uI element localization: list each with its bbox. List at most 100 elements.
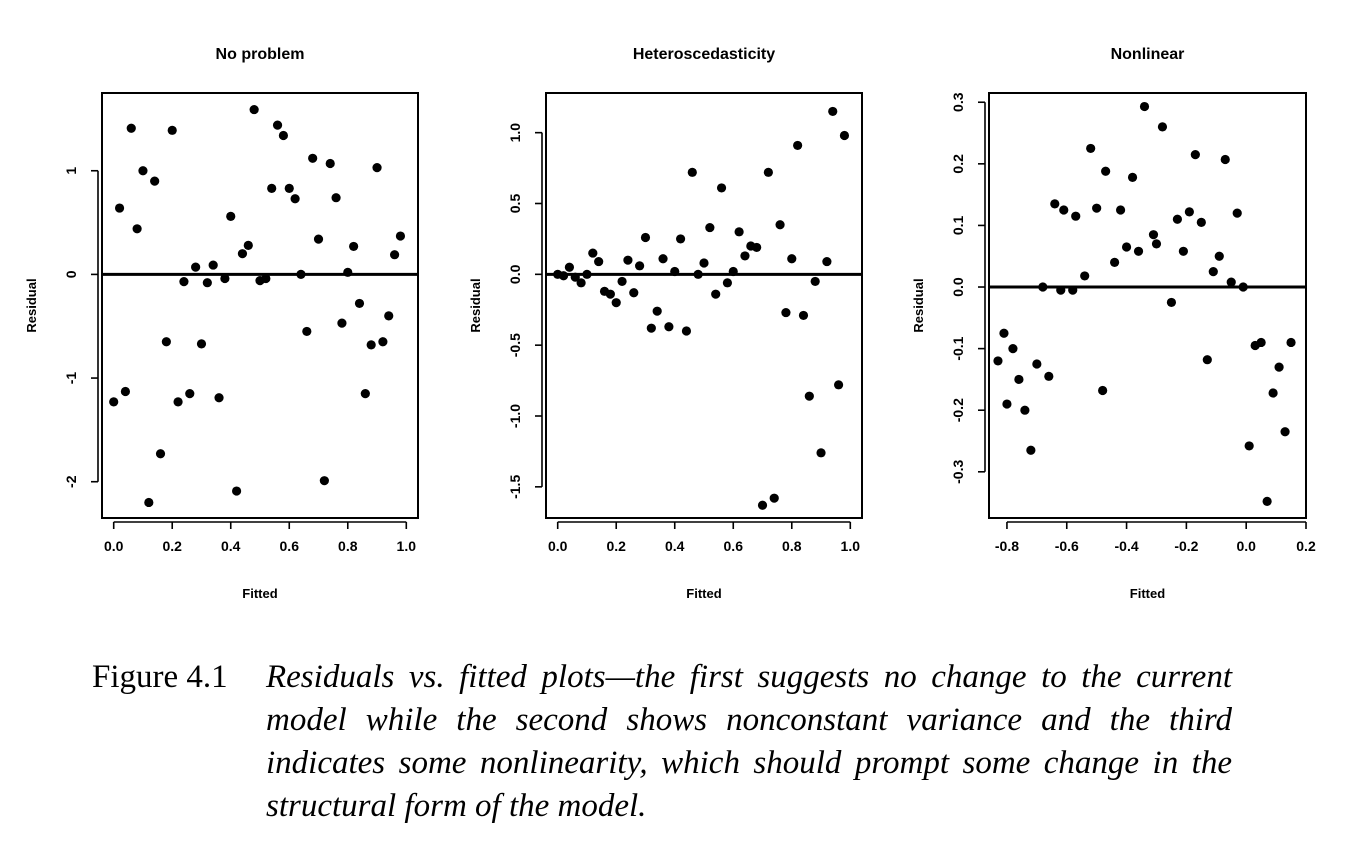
x-tick-label: -0.8: [995, 538, 1019, 554]
data-point: [1268, 388, 1278, 398]
x-tick-label: 0.4: [665, 538, 685, 554]
data-point: [558, 271, 569, 281]
data-point: [705, 222, 715, 233]
data-point: [313, 234, 324, 244]
data-point: [343, 267, 353, 277]
data-point: [752, 242, 762, 253]
data-point: [1002, 399, 1012, 409]
data-point: [360, 389, 370, 399]
data-point: [1068, 285, 1078, 295]
data-point: [1020, 405, 1030, 415]
data-point: [999, 328, 1009, 338]
data-point: [787, 254, 797, 264]
y-tick-label: 0.1: [950, 215, 966, 235]
data-point: [337, 318, 347, 328]
data-point: [757, 500, 768, 510]
x-axis-label: Fitted: [686, 586, 721, 601]
data-point: [1214, 251, 1224, 261]
data-point: [249, 104, 259, 115]
data-point: [1157, 122, 1168, 132]
data-point: [150, 176, 160, 186]
y-tick-label: 0.0: [507, 264, 523, 284]
x-tick-label: 0.0: [104, 538, 124, 554]
y-tick-label: -1: [63, 372, 79, 385]
data-point: [810, 276, 820, 287]
data-point: [196, 339, 207, 349]
data-point: [384, 311, 394, 321]
data-point: [278, 130, 289, 141]
y-tick-label: -0.1: [950, 336, 966, 360]
data-point: [243, 240, 253, 250]
data-point: [1220, 154, 1230, 165]
data-point: [308, 153, 318, 163]
data-point: [722, 278, 733, 288]
data-point: [126, 123, 136, 133]
x-tick-label: 1.0: [841, 538, 861, 554]
panel-no-problem: No problem 0.0 0.2 0.4 0.6 0.8 1.0 -2 -1 0 1 Fitted…: [24, 46, 419, 601]
data-point: [1092, 203, 1102, 213]
data-point: [366, 340, 376, 350]
data-point: [372, 163, 382, 173]
data-point: [179, 277, 189, 287]
data-point: [120, 386, 131, 397]
plot-frame: [988, 92, 1307, 519]
data-point: [629, 288, 639, 298]
data-point: [1121, 242, 1132, 252]
plot-frame: [545, 92, 863, 519]
data-point: [296, 269, 306, 280]
data-point: [1202, 355, 1212, 365]
data-point: [132, 224, 142, 234]
data-point: [167, 125, 177, 135]
caption-label: Figure 4.1: [92, 659, 228, 695]
data-point: [290, 194, 300, 204]
caption-text: Residuals vs. fitted plots—the first sug…: [266, 659, 1232, 824]
data-point: [325, 158, 335, 169]
y-tick-label: -2: [63, 475, 79, 488]
data-point: [208, 260, 218, 270]
data-point: [670, 266, 680, 277]
data-point: [349, 241, 359, 252]
data-point: [220, 273, 230, 284]
plot-frame: [101, 92, 419, 519]
data-point: [658, 254, 668, 264]
data-point: [635, 261, 645, 271]
data-point: [1139, 101, 1150, 112]
data-point: [675, 234, 686, 244]
data-point: [237, 249, 248, 259]
panel-title: No problem: [216, 46, 305, 63]
data-point: [839, 130, 850, 141]
data-point: [1056, 285, 1066, 295]
x-tick-label: -0.4: [1115, 538, 1139, 554]
data-point: [1178, 246, 1188, 256]
data-point: [570, 272, 580, 282]
data-point: [155, 449, 166, 459]
data-point: [1166, 297, 1177, 308]
data-point: [681, 326, 692, 336]
y-tick-label: 0.2: [950, 154, 966, 174]
data-point: [781, 307, 791, 318]
data-point: [226, 211, 236, 221]
x-tick-label: 0.4: [221, 538, 241, 554]
data-point: [1115, 205, 1126, 215]
data-point: [1098, 385, 1108, 396]
data-point: [652, 306, 662, 316]
x-tick-label: 0.2: [162, 538, 182, 554]
data-point: [763, 167, 773, 177]
panel-title: Nonlinear: [1111, 46, 1185, 63]
data-point: [711, 289, 721, 299]
data-point: [769, 493, 779, 503]
y-axis-label: Residual: [24, 278, 39, 332]
data-point: [302, 326, 312, 337]
data-point: [611, 298, 621, 308]
data-point: [1026, 445, 1036, 455]
data-point: [354, 298, 365, 309]
y-tick-label: 0: [63, 270, 79, 278]
x-tick-label: 1.0: [397, 538, 417, 554]
data-point: [804, 391, 814, 401]
data-point: [1032, 359, 1042, 369]
data-point: [822, 256, 832, 267]
x-tick-label: 0.2: [1296, 538, 1316, 554]
data-point: [261, 273, 271, 284]
data-point: [231, 486, 242, 496]
data-point: [1208, 267, 1218, 277]
